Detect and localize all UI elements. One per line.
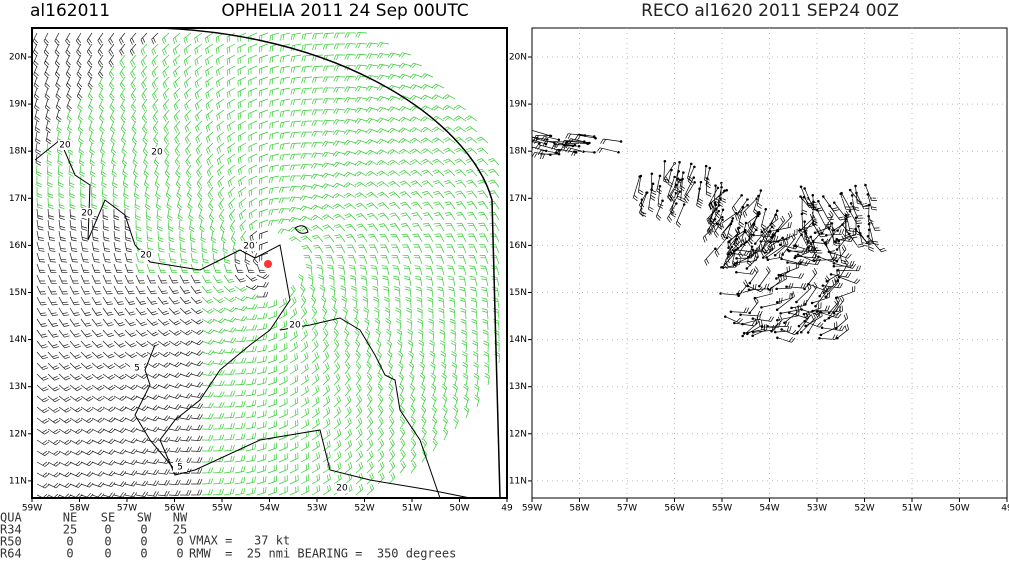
right-map <box>532 130 887 343</box>
x-tick-label: 49 <box>501 504 513 514</box>
y-tick-label: 14N <box>9 335 27 345</box>
label-bg <box>335 483 349 493</box>
x-tick-label: 50W <box>949 504 969 514</box>
x-tick-label: 58W <box>69 504 89 514</box>
x-tick-label: 57W <box>617 504 637 514</box>
table-header: NW <box>173 511 188 525</box>
observation-dots <box>535 134 871 340</box>
label-bg <box>150 147 164 157</box>
y-tick-label: 20N <box>9 53 27 63</box>
x-tick-label: 52W <box>854 504 874 514</box>
y-tick-label: 17N <box>9 194 27 204</box>
table-cell: 0 <box>104 547 111 561</box>
label-bg <box>80 208 94 218</box>
storm-id: al162011 <box>30 1 110 21</box>
table-cell: 0 <box>140 547 147 561</box>
table-cell: 0 <box>104 535 111 549</box>
table-cell: R34 <box>0 523 22 537</box>
wind-barbs <box>36 32 500 496</box>
table-cell: 0 <box>104 523 111 537</box>
y-tick-label: 15N <box>509 288 527 298</box>
observation-barbs <box>532 130 887 343</box>
rmw: RMW = 25 nmi BEARING = 350 degrees <box>189 547 456 561</box>
table-header: QUA <box>0 511 22 525</box>
y-tick-label: 18N <box>509 147 527 157</box>
y-tick-label: 16N <box>9 241 27 251</box>
right-title: RECO al1620 2011 SEP24 00Z <box>641 1 899 21</box>
y-tick-label: 18N <box>9 147 27 157</box>
y-tick-label: 12N <box>509 429 527 439</box>
y-tick-label: 13N <box>509 382 527 392</box>
y-tick-label: 14N <box>509 335 527 345</box>
y-tick-label: 15N <box>9 288 27 298</box>
contour-label: 20 <box>59 141 71 151</box>
contour <box>279 317 441 498</box>
label-bg <box>139 250 153 260</box>
contour-label: 20 <box>140 251 152 261</box>
wind-barbs <box>32 32 270 498</box>
table-cell: 0 <box>140 535 147 549</box>
x-tick-label: 55W <box>212 504 232 514</box>
label-bg <box>288 320 302 330</box>
y-tick-label: 11N <box>9 476 27 486</box>
contour-label: 5 <box>134 364 140 374</box>
y-tick-label: 13N <box>9 382 27 392</box>
x-tick-label: 50W <box>449 504 469 514</box>
label-bg <box>130 363 144 373</box>
table-cell: 0 <box>140 523 147 537</box>
contour-label: 20 <box>336 484 348 494</box>
x-tick-label: 53W <box>307 504 327 514</box>
storm-center <box>264 260 272 268</box>
y-tick-label: 17N <box>509 194 527 204</box>
contour-label: 20 <box>289 321 301 331</box>
x-tick-label: 53W <box>807 504 827 514</box>
x-tick-label: 51W <box>402 504 422 514</box>
y-tick-label: 16N <box>509 241 527 251</box>
table-cell: 0 <box>66 535 73 549</box>
y-tick-label: 19N <box>9 100 27 110</box>
x-tick-label: 58W <box>569 504 589 514</box>
table-cell: 0 <box>176 535 183 549</box>
x-tick-label: 57W <box>117 504 137 514</box>
contour-label: 20 <box>243 242 255 252</box>
table-cell: 25 <box>63 523 77 537</box>
y-tick-label: 11N <box>509 476 527 486</box>
x-tick-label: 55W <box>712 504 732 514</box>
x-tick-label: 54W <box>259 504 279 514</box>
vmax: VMAX = 37 kt <box>189 534 290 548</box>
contour-label: 20 <box>151 148 163 158</box>
left-map <box>32 28 501 498</box>
table-header: NE <box>63 511 77 525</box>
contour <box>134 344 176 471</box>
table-cell: 25 <box>173 523 187 537</box>
x-tick-label: 59W <box>22 504 42 514</box>
label-bg <box>173 462 187 472</box>
x-tick-label: 56W <box>664 504 684 514</box>
left-title: OPHELIA 2011 24 Sep 00UTC <box>221 1 468 21</box>
table-cell: R50 <box>0 535 22 549</box>
x-tick-label: 51W <box>902 504 922 514</box>
x-tick-label: 54W <box>759 504 779 514</box>
table-header: SW <box>137 511 152 525</box>
y-tick-label: 12N <box>9 429 27 439</box>
y-tick-label: 19N <box>509 100 527 110</box>
x-tick-label: 49 <box>1001 504 1009 514</box>
contour <box>294 225 309 234</box>
x-tick-label: 56W <box>164 504 184 514</box>
y-tick-label: 20N <box>509 53 527 63</box>
x-tick-label: 59W <box>522 504 542 514</box>
contour-label: 5 <box>177 463 183 473</box>
contour <box>34 139 471 498</box>
x-tick-label: 52W <box>354 504 374 514</box>
table-cell: R64 <box>0 547 22 561</box>
label-bg <box>242 241 256 251</box>
contour-label: 20 <box>81 209 93 219</box>
label-bg <box>58 140 72 150</box>
table-cell: 0 <box>66 547 73 561</box>
table-header: SE <box>101 511 115 525</box>
table-cell: 0 <box>176 547 183 561</box>
contour <box>110 28 501 498</box>
